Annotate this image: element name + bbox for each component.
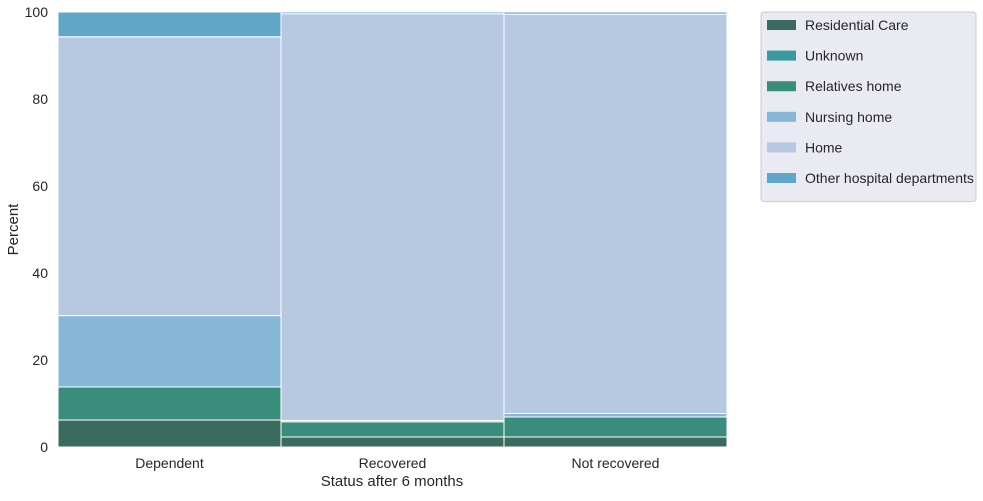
x-tick-label: Dependent — [135, 455, 204, 471]
x-tick-labels: Dependent Recovered Not recovered — [135, 455, 659, 471]
legend-box — [760, 11, 977, 203]
bar-segment — [503, 11, 728, 15]
bar-segment — [503, 436, 728, 448]
legend-swatch — [767, 111, 796, 122]
legend-label: Nursing home — [805, 109, 892, 125]
bar-segment — [57, 419, 282, 448]
legend-label: Relatives home — [805, 78, 902, 94]
bar-segment — [57, 386, 282, 421]
y-tick-label: 40 — [32, 265, 48, 281]
y-axis-label: Percent — [5, 203, 22, 256]
x-tick-label: Not recovered — [572, 455, 660, 471]
legend-label: Home — [805, 139, 843, 155]
legend-label: Unknown — [805, 48, 863, 64]
legend: Residential Care Unknown Relatives home Nur… — [760, 11, 977, 203]
bar-segment — [280, 436, 505, 448]
bar-segment — [503, 413, 728, 418]
bar-segment — [280, 13, 505, 421]
bar-segment — [280, 421, 505, 438]
y-tick-label: 100 — [25, 4, 49, 20]
legend-label: Residential Care — [805, 17, 909, 33]
x-axis-label: Status after 6 months — [321, 473, 464, 490]
y-tick-label: 60 — [32, 178, 48, 194]
bar-segment — [57, 11, 282, 38]
legend-swatch — [767, 50, 796, 61]
y-tick-labels: 0 20 40 60 80 100 — [25, 4, 49, 455]
legend-swatch — [767, 81, 796, 92]
bar-segment — [503, 416, 728, 438]
bar-segment — [57, 315, 282, 388]
bar-segment — [503, 13, 728, 415]
bar-segment — [57, 36, 282, 317]
bars — [57, 11, 728, 448]
x-tick-label: Recovered — [359, 455, 427, 471]
bar-segment — [280, 11, 505, 15]
y-tick-label: 0 — [40, 439, 48, 455]
y-tick-label: 80 — [32, 91, 48, 107]
legend-swatch — [767, 20, 796, 30]
legend-swatch — [767, 142, 796, 153]
legend-swatch — [767, 173, 796, 183]
y-tick-label: 20 — [32, 352, 48, 368]
legend-label: Other hospital departments — [805, 170, 974, 186]
